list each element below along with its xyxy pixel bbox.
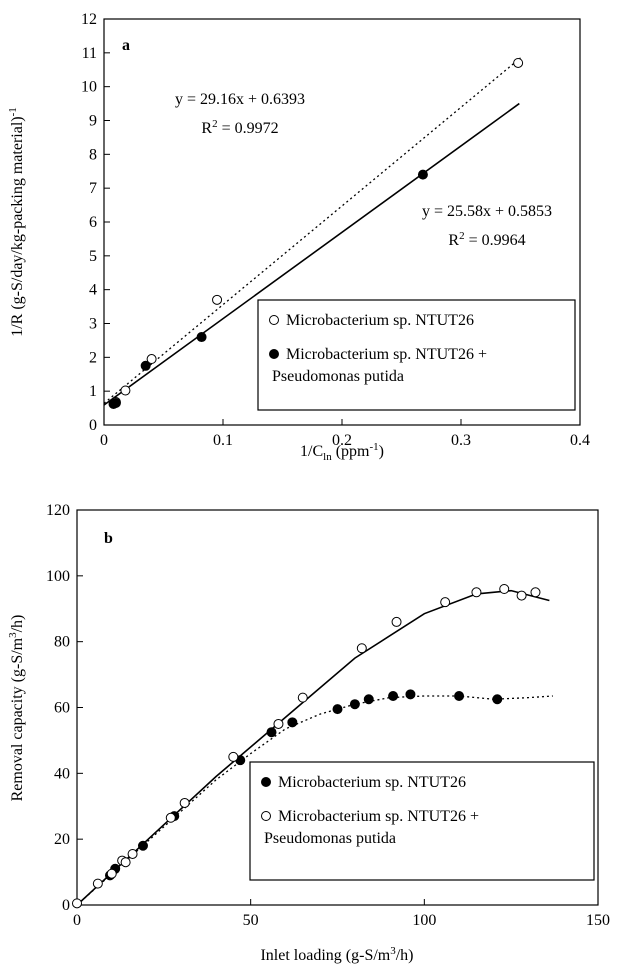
data-point <box>137 840 148 851</box>
legend-marker <box>261 811 271 821</box>
data-point <box>471 587 482 598</box>
data-point <box>405 689 416 700</box>
legend-label: Microbacterium sp. NTUT26 <box>286 312 474 329</box>
data-point <box>110 398 121 409</box>
y-tick-label: 11 <box>82 45 97 62</box>
x-axis-label: 1/Cln (ppm-1) <box>300 441 384 463</box>
annotation: y = 25.58x + 0.5853 <box>422 203 552 220</box>
panel-label: a <box>122 37 130 54</box>
x-tick-label: 150 <box>586 912 610 929</box>
y-tick-label: 0 <box>62 897 70 914</box>
y-tick-label: 10 <box>81 79 97 96</box>
legend-label: Microbacterium sp. NTUT26 <box>278 774 466 791</box>
y-tick-label: 5 <box>89 248 97 265</box>
y-tick-label: 7 <box>89 180 97 197</box>
y-tick-label: 120 <box>46 502 70 519</box>
y-tick-label: 6 <box>89 214 97 231</box>
data-point <box>356 643 367 654</box>
fit-line <box>103 57 521 404</box>
data-point <box>454 690 465 701</box>
data-point <box>349 699 360 710</box>
y-tick-label: 8 <box>89 146 97 163</box>
annotation: R2 = 0.9972 <box>201 118 278 137</box>
data-point <box>212 294 223 305</box>
legend-box <box>249 761 595 881</box>
y-tick-label: 80 <box>54 634 70 651</box>
legend-box <box>257 299 576 411</box>
data-point <box>120 857 131 868</box>
annotation: y = 29.16x + 0.6393 <box>175 91 305 108</box>
y-tick-label: 100 <box>46 568 70 585</box>
y-axis-label: 1/R (g-S/day/kg-packing material)-1 <box>7 107 26 337</box>
data-point <box>92 878 103 889</box>
data-point <box>499 584 510 594</box>
data-point <box>228 751 239 762</box>
legend-label: Microbacterium sp. NTUT26 + <box>286 346 487 363</box>
data-point <box>297 692 308 703</box>
data-point <box>266 727 277 738</box>
y-axis-label: Removal capacity (g-S/m3/h) <box>7 615 26 802</box>
x-axis-label: Inlet loading (g-S/m3/h) <box>260 945 413 964</box>
x-tick-label: 0.3 <box>451 432 471 449</box>
data-point <box>273 718 284 729</box>
y-tick-label: 4 <box>89 282 97 299</box>
legend-marker <box>269 349 279 359</box>
legend-label: Pseudomonas putida <box>264 830 396 847</box>
data-point <box>440 597 451 608</box>
x-tick-label: 50 <box>243 912 259 929</box>
legend-label: Pseudomonas putida <box>272 368 404 385</box>
data-point <box>388 690 399 701</box>
data-point <box>179 797 190 808</box>
annotation: R2 = 0.9964 <box>448 230 525 249</box>
data-point <box>363 694 374 705</box>
data-point <box>516 590 527 601</box>
data-point <box>513 57 524 68</box>
data-point <box>127 848 138 859</box>
x-tick-label: 0.1 <box>213 432 233 449</box>
data-point <box>196 332 207 343</box>
y-tick-label: 2 <box>89 349 97 366</box>
data-point <box>146 354 157 365</box>
data-point <box>287 717 298 728</box>
data-point <box>332 704 343 715</box>
x-tick-label: 100 <box>412 912 436 929</box>
data-point <box>140 360 151 371</box>
data-point <box>492 694 503 705</box>
data-point <box>391 616 402 627</box>
y-tick-label: 12 <box>81 11 97 28</box>
data-point <box>530 587 541 598</box>
data-point <box>120 385 131 396</box>
y-tick-label: 1 <box>89 383 97 400</box>
fit-line <box>103 102 520 406</box>
panel-label: b <box>104 530 113 547</box>
y-tick-label: 20 <box>54 831 70 848</box>
data-point <box>106 868 117 879</box>
y-tick-label: 9 <box>89 113 97 130</box>
x-tick-label: 0.2 <box>332 432 352 449</box>
legend-marker <box>269 315 279 325</box>
data-point <box>72 898 82 909</box>
legend-label: Microbacterium sp. NTUT26 + <box>278 808 479 825</box>
y-tick-label: 40 <box>54 765 70 782</box>
x-tick-label: 0.4 <box>570 432 590 449</box>
y-tick-label: 3 <box>89 316 97 333</box>
x-tick-label: 0 <box>100 432 108 449</box>
y-tick-label: 0 <box>89 417 97 434</box>
data-point <box>417 169 428 180</box>
data-point <box>165 812 176 823</box>
legend-marker <box>261 777 271 787</box>
x-tick-label: 0 <box>73 912 81 929</box>
y-tick-label: 60 <box>54 700 70 717</box>
